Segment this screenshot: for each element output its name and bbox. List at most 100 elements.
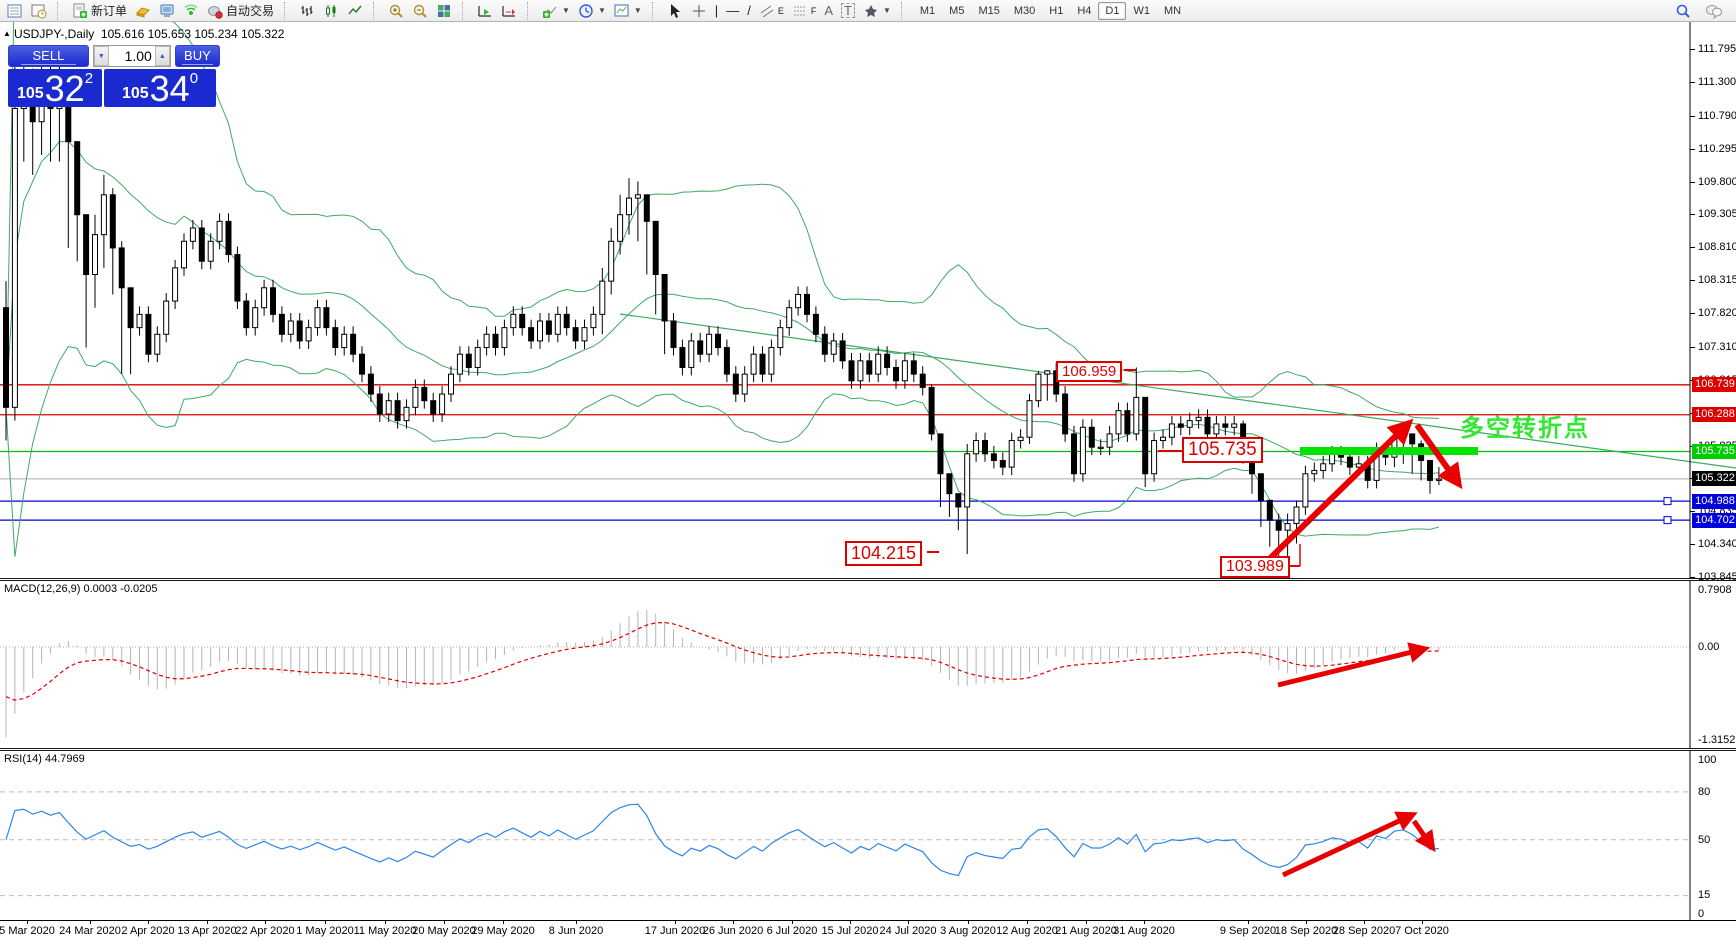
date-tick bbox=[27, 920, 28, 924]
templates-button[interactable]: ▼ bbox=[611, 1, 645, 21]
date-tick bbox=[792, 920, 793, 924]
volume-input[interactable] bbox=[108, 46, 155, 66]
price-flag: 106.739 bbox=[1692, 377, 1736, 393]
price-flag: 105.322 bbox=[1692, 471, 1736, 487]
rsi-label: RSI(14) 44.7969 bbox=[4, 753, 85, 765]
price-callout[interactable]: 103.989 bbox=[1220, 556, 1290, 579]
auto-scroll-icon[interactable] bbox=[474, 1, 496, 21]
signals-icon[interactable] bbox=[180, 1, 202, 21]
volume-increase-button[interactable]: ▲ bbox=[154, 46, 170, 66]
price-tick-label: 108.315 bbox=[1698, 274, 1736, 287]
timeframe-h4[interactable]: H4 bbox=[1077, 4, 1092, 17]
cursor-tool-icon[interactable] bbox=[664, 1, 686, 21]
rsi-scale-label: 50 bbox=[1698, 834, 1711, 846]
date-tick bbox=[385, 920, 386, 924]
volume-decrease-button[interactable]: ▼ bbox=[93, 46, 109, 66]
sell-button[interactable]: SELL bbox=[8, 45, 89, 67]
text-label-tool-icon[interactable]: T bbox=[838, 1, 858, 21]
date-tick bbox=[265, 920, 266, 924]
macd-scale-zero: 0.00 bbox=[1698, 641, 1720, 653]
horizontal-line-tool-icon[interactable]: — bbox=[726, 3, 740, 18]
timeframe-m1[interactable]: M1 bbox=[919, 4, 936, 17]
sell-price[interactable]: 105 32 2 bbox=[8, 69, 102, 107]
price-tick bbox=[1690, 280, 1695, 282]
timeframe-m15[interactable]: M15 bbox=[978, 4, 1000, 17]
timeframe-h1[interactable]: H1 bbox=[1049, 4, 1064, 17]
date-label: 21 Aug 2020 bbox=[1055, 925, 1117, 937]
main-chart[interactable] bbox=[0, 22, 1736, 578]
price-callout[interactable]: 104.215 bbox=[845, 541, 923, 566]
auto-trading-button[interactable]: 自动交易 bbox=[204, 1, 277, 21]
price-flag: 106.288 bbox=[1692, 407, 1736, 423]
buy-button[interactable]: BUY bbox=[174, 45, 220, 67]
date-label: 17 Jun 2020 bbox=[644, 925, 706, 937]
date-tick bbox=[1364, 920, 1365, 924]
price-tick-label: 111.795 bbox=[1698, 43, 1736, 55]
sell-price-handle: 105 bbox=[16, 85, 44, 102]
timeframe-buttons: M1 M5 M15 M30 H1 H4 D1 W1 MN bbox=[913, 1, 1188, 20]
price-tick-label: 109.305 bbox=[1698, 208, 1736, 221]
date-tick bbox=[325, 920, 326, 924]
panel-splitter[interactable] bbox=[0, 578, 1736, 581]
arrows-tool-icon[interactable]: ▼ bbox=[860, 1, 894, 21]
timeframe-mn[interactable]: MN bbox=[1163, 4, 1182, 17]
price-flag: 105.735 bbox=[1692, 444, 1736, 459]
timeframe-m30[interactable]: M30 bbox=[1013, 4, 1036, 17]
market-watch-icon[interactable] bbox=[4, 1, 26, 21]
buy-price-main: 34 bbox=[149, 68, 190, 110]
metaeditor-icon[interactable] bbox=[132, 1, 154, 21]
chevron-down-icon: ▼ bbox=[597, 6, 606, 15]
price-tick-label: 107.820 bbox=[1698, 307, 1736, 320]
zoom-in-icon[interactable] bbox=[385, 1, 407, 21]
macd-signal-line bbox=[5, 621, 1439, 701]
chat-icon[interactable] bbox=[1702, 1, 1726, 21]
candles-chart-icon[interactable] bbox=[320, 1, 342, 21]
crosshair-tool-icon[interactable] bbox=[688, 1, 710, 21]
macd-panel[interactable] bbox=[0, 581, 1736, 748]
price-flag: 104.702 bbox=[1692, 512, 1736, 528]
price-tick-label: 109.800 bbox=[1698, 175, 1736, 188]
tile-windows-icon[interactable] bbox=[433, 1, 455, 21]
price-callout[interactable]: 106.959 bbox=[1056, 361, 1123, 383]
collapse-arrow-icon[interactable]: ▲ bbox=[3, 29, 11, 38]
timeframe-w1[interactable]: W1 bbox=[1133, 4, 1150, 17]
price-tick-label: 110.790 bbox=[1698, 109, 1736, 122]
timeframe-d1[interactable]: D1 bbox=[1098, 1, 1127, 20]
buy-price[interactable]: 105 34 0 bbox=[104, 69, 216, 107]
date-tick bbox=[1248, 920, 1249, 924]
new-order-button[interactable]: 新订单 bbox=[69, 1, 130, 21]
periods-button[interactable]: ▼ bbox=[575, 1, 609, 21]
price-tick bbox=[1690, 49, 1695, 50]
indicators-button[interactable]: ▼ bbox=[539, 1, 573, 21]
channel-letter: E bbox=[777, 5, 784, 16]
trendline-tool-icon[interactable]: / bbox=[747, 3, 751, 18]
date-label: 7 Oct 2020 bbox=[1395, 925, 1449, 937]
volume-stepper: ▼ ▲ bbox=[92, 45, 171, 67]
date-tick bbox=[503, 920, 504, 924]
channel-tool-icon[interactable]: E bbox=[756, 1, 787, 21]
fibonacci-tool-icon[interactable]: F bbox=[789, 1, 820, 21]
terminal-icon[interactable] bbox=[156, 1, 178, 21]
chart-window-icon[interactable] bbox=[28, 1, 50, 21]
bars-chart-icon[interactable] bbox=[296, 1, 318, 21]
date-label: 24 Mar 2020 bbox=[59, 925, 121, 937]
rsi-up-arrow bbox=[1281, 811, 1418, 878]
timeframe-m5[interactable]: M5 bbox=[949, 4, 965, 17]
chart-shift-icon[interactable] bbox=[498, 1, 520, 21]
price-tick bbox=[1690, 81, 1695, 83]
rsi-panel[interactable] bbox=[0, 751, 1736, 920]
price-tick bbox=[1690, 511, 1695, 513]
search-icon[interactable] bbox=[1672, 1, 1694, 21]
zoom-out-icon[interactable] bbox=[409, 1, 431, 21]
toolbar-separator bbox=[462, 1, 469, 20]
date-tick bbox=[908, 920, 909, 924]
ohlc-readout: 105.616 105.653 105.234 105.322 bbox=[100, 27, 285, 41]
panel-splitter[interactable] bbox=[0, 748, 1736, 751]
vertical-line-tool-icon[interactable]: | bbox=[714, 3, 719, 18]
line-chart-icon[interactable] bbox=[344, 1, 366, 21]
date-label: 12 Aug 2020 bbox=[996, 925, 1058, 937]
price-tick bbox=[1690, 577, 1695, 579]
text-tool-icon[interactable]: A bbox=[824, 3, 833, 18]
price-callout[interactable]: 105.735 bbox=[1182, 437, 1263, 463]
date-tick bbox=[1086, 920, 1087, 924]
